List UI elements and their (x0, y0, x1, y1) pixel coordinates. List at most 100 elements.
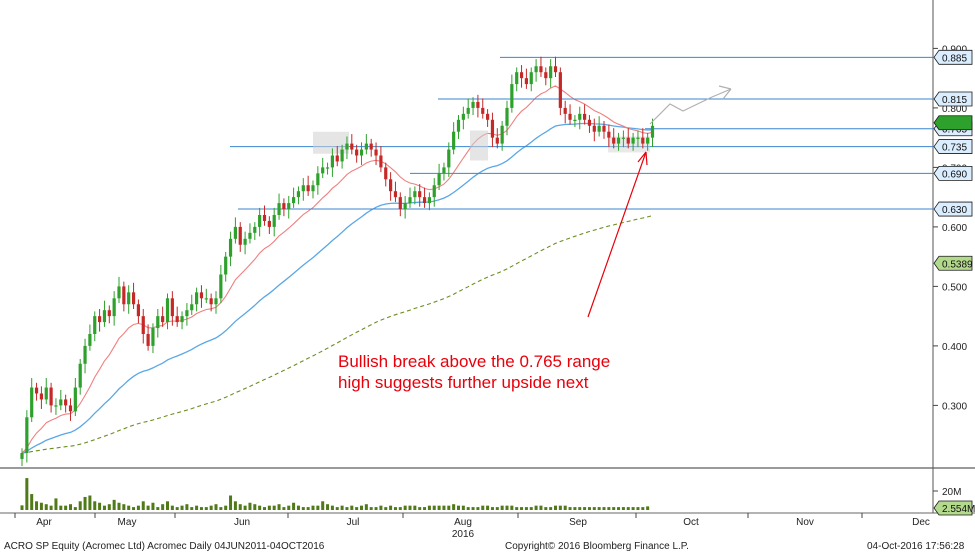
volume-bar (233, 501, 237, 510)
candle-body (20, 453, 24, 459)
candle-body (422, 197, 427, 204)
volume-bar (447, 505, 451, 510)
volume-bar (209, 505, 213, 510)
candle-body (195, 292, 199, 305)
volume-bar (321, 501, 325, 510)
volume-bar (389, 505, 393, 510)
candle-body (408, 197, 412, 204)
volume-bar (592, 507, 596, 510)
candle-body (636, 137, 640, 139)
volume-bar (612, 507, 616, 510)
volume-bar (69, 504, 72, 510)
candle-body (413, 191, 417, 198)
volume-bar (490, 507, 494, 510)
callout-arrow (587, 151, 647, 318)
candle-body (578, 113, 582, 120)
range-box (470, 130, 488, 161)
volume-bar (563, 505, 567, 510)
candle-body (592, 125, 596, 132)
volume-bar (132, 507, 136, 510)
volume-bar (146, 505, 150, 510)
range-box (313, 131, 349, 154)
candle-body (568, 113, 572, 120)
candle-body (374, 149, 378, 156)
candle-body (54, 405, 58, 407)
candle-body (228, 238, 233, 257)
candle-body (209, 298, 213, 305)
volume-bar (374, 507, 378, 510)
annotation-text: high suggests further upside next (338, 373, 589, 392)
candle-body (379, 155, 383, 168)
candle-body (64, 399, 68, 406)
candle-body (258, 215, 262, 227)
candle-body (161, 316, 165, 323)
volume-bar (180, 505, 184, 510)
candle-body (539, 66, 543, 73)
candle-body (219, 274, 223, 299)
candle-body (93, 316, 97, 334)
volume-bar (398, 507, 402, 510)
candle-body (490, 119, 495, 138)
candle-body (621, 137, 625, 139)
candle-body (583, 113, 587, 120)
level-tag-label: 0.630 (942, 205, 967, 216)
candle-body (117, 286, 121, 299)
candle-body (224, 256, 228, 275)
candle-body (306, 185, 310, 192)
volume-bar (510, 505, 514, 510)
volume-bar (195, 505, 199, 510)
volume-bar (476, 507, 480, 510)
volume-bar (98, 502, 102, 510)
candle-body (127, 292, 131, 305)
volume-bar (597, 507, 601, 510)
candle-body (471, 101, 475, 108)
candle-body (461, 113, 465, 120)
candle-body (486, 113, 490, 120)
candle-body (98, 316, 102, 323)
candle-body (44, 387, 48, 400)
volume-bar (88, 495, 92, 510)
candle-body (345, 143, 349, 150)
candle-body (233, 226, 237, 239)
volume-bar (554, 505, 557, 510)
candle-body (500, 125, 504, 144)
sma-200-line (21, 215, 653, 454)
volume-bar (500, 505, 504, 510)
candle-body (325, 167, 330, 169)
candle-body (563, 107, 567, 114)
x-tick-label: Nov (796, 517, 814, 528)
candle-body (141, 316, 145, 334)
volume-bar (413, 505, 417, 510)
volume-bar (161, 504, 165, 510)
candle-body (238, 226, 242, 245)
volume-bar (272, 505, 276, 510)
candle-body (49, 387, 53, 406)
candle-body (597, 125, 601, 132)
volume-bar (471, 507, 475, 510)
candle-body (170, 298, 174, 317)
volume-bar (515, 507, 519, 510)
volume-bar (219, 507, 223, 510)
level-tag-label: 0.885 (942, 53, 967, 64)
volume-bar (214, 504, 218, 510)
volume-bar (384, 507, 388, 510)
volume-bar (102, 505, 106, 510)
price-tick-label: 0.300 (942, 401, 967, 412)
candle-body (369, 143, 373, 150)
candle-body (253, 226, 257, 233)
volume-bar (93, 501, 97, 510)
volume-bar (326, 504, 330, 510)
candle-body (442, 167, 446, 174)
volume-bar (617, 507, 621, 510)
candle-body (587, 119, 592, 126)
candle-body (107, 310, 111, 317)
candle-body (403, 203, 407, 210)
volume-bar (83, 496, 87, 510)
volume-bar (364, 504, 368, 510)
volume-bar (263, 507, 266, 510)
volume-bar (437, 505, 441, 510)
level-tag-label: 0.765 (942, 125, 967, 136)
price-tick-label: 0.400 (942, 342, 967, 353)
candle-body (549, 66, 553, 79)
sma-50-line (21, 122, 653, 454)
